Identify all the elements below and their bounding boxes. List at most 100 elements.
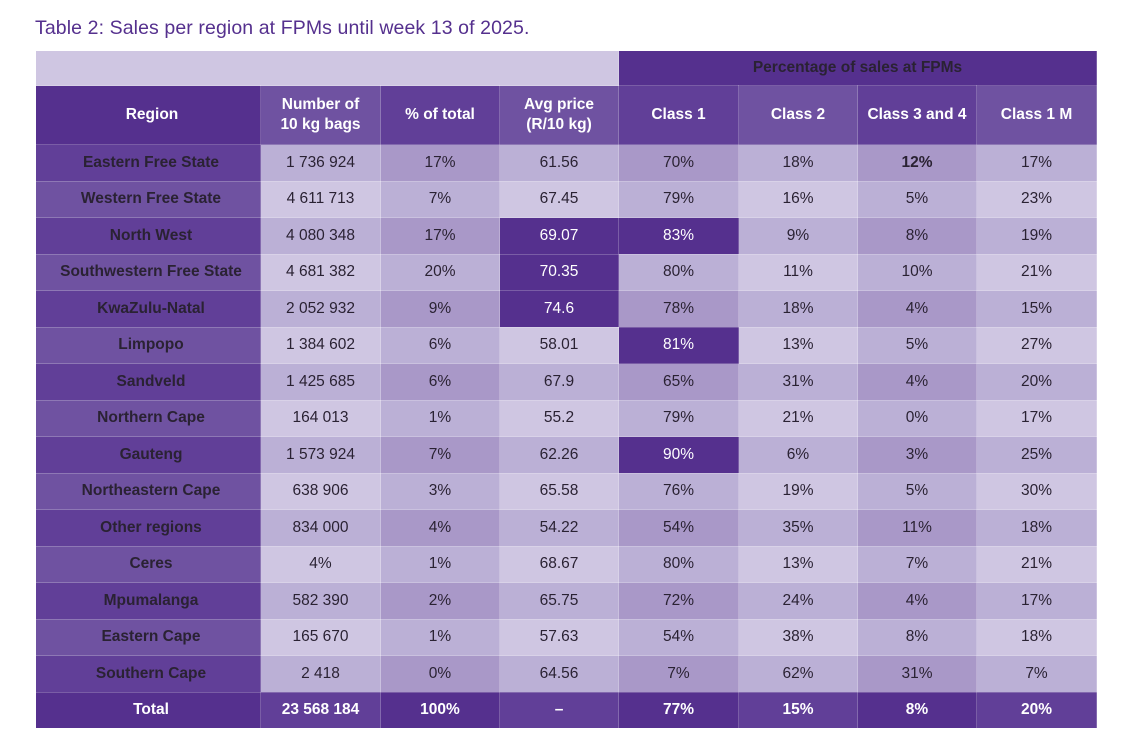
cell-class2: 13%: [738, 545, 858, 583]
percentage-group-header: Percentage of sales at FPMs: [617, 50, 1098, 86]
cell-bags: 4%: [260, 545, 381, 583]
cell-bags: 582 390: [260, 582, 381, 620]
cell-class1m: 25%: [975, 436, 1098, 474]
cell-class34: 4%: [857, 582, 977, 620]
cell-region: Southern Cape: [35, 655, 261, 693]
cell-class34: 4%: [857, 363, 977, 401]
cell-avg-price: 65.58: [499, 472, 619, 510]
cell-class1: 83%: [618, 217, 739, 255]
cell-class1m: 21%: [975, 545, 1098, 583]
cell-bags: 1 736 924: [260, 144, 381, 182]
column-header-class2: Class 2: [738, 85, 858, 145]
cell-avg-price: 58.01: [499, 326, 619, 364]
cell-class34: 0%: [857, 399, 977, 437]
cell-avg-price: 67.9: [499, 363, 619, 401]
cell-class1: 54%: [618, 618, 739, 656]
table-row: Sandveld 1 425 685 6% 67.9 65% 31% 4% 20%: [35, 363, 1098, 401]
column-header-bags: Number of 10 kg bags: [260, 85, 381, 145]
table-row: Gauteng 1 573 924 7% 62.26 90% 6% 3% 25%: [35, 436, 1098, 474]
cell-class2: 11%: [738, 253, 858, 291]
cell-region: Gauteng: [35, 436, 261, 474]
total-class2: 15%: [738, 691, 858, 729]
cell-avg-price: 62.26: [499, 436, 619, 474]
total-class1: 77%: [618, 691, 739, 729]
cell-bags: 2 052 932: [260, 290, 381, 328]
cell-class1: 79%: [618, 180, 739, 218]
blank-header-cell: [35, 50, 619, 86]
cell-class2: 18%: [738, 144, 858, 182]
cell-region: Mpumalanga: [35, 582, 261, 620]
cell-class2: 35%: [738, 509, 858, 547]
table-row: Limpopo 1 384 602 6% 58.01 81% 13% 5% 27%: [35, 326, 1098, 364]
cell-pct-total: 3%: [380, 472, 500, 510]
cell-class1: 80%: [618, 545, 739, 583]
cell-avg-price: 69.07: [499, 217, 619, 255]
cell-region: Total: [35, 691, 261, 729]
cell-class1: 72%: [618, 582, 739, 620]
cell-pct-total: 7%: [380, 436, 500, 474]
cell-class2: 38%: [738, 618, 858, 656]
cell-class1m: 30%: [975, 472, 1098, 510]
cell-class1: 79%: [618, 399, 739, 437]
cell-class34: 31%: [857, 655, 977, 693]
cell-region: North West: [35, 217, 261, 255]
cell-pct-total: 1%: [380, 545, 500, 583]
column-header-row: Region Number of 10 kg bags % of total A…: [35, 85, 1098, 145]
table-title: Table 2: Sales per region at FPMs until …: [35, 17, 530, 39]
group-header-row: Percentage of sales at FPMs: [35, 50, 1098, 86]
column-header-class1: Class 1: [618, 85, 739, 145]
cell-class1m: 18%: [975, 509, 1098, 547]
cell-class1: 54%: [618, 509, 739, 547]
cell-class1: 65%: [618, 363, 739, 401]
column-header-pct-total: % of total: [380, 85, 500, 145]
cell-class34: 10%: [857, 253, 977, 291]
cell-pct-total: 1%: [380, 618, 500, 656]
cell-avg-price: 67.45: [499, 180, 619, 218]
column-header-avg-line2: (R/10 kg): [526, 116, 592, 133]
cell-class1: 80%: [618, 253, 739, 291]
column-header-bags-line2: 10 kg bags: [280, 116, 361, 133]
cell-region: Other regions: [35, 509, 261, 547]
cell-class34: 8%: [857, 618, 977, 656]
cell-class1m: 17%: [975, 144, 1098, 182]
cell-bags: 834 000: [260, 509, 381, 547]
cell-class34: 12%: [857, 144, 977, 182]
cell-class34: 11%: [857, 509, 977, 547]
cell-class1m: 23%: [975, 180, 1098, 218]
table-row: Other regions 834 000 4% 54.22 54% 35% 11% 18%: [35, 509, 1098, 547]
column-header-class34: Class 3 and 4: [857, 85, 977, 145]
cell-avg-price: 74.6: [499, 290, 619, 328]
cell-bags: 1 573 924: [260, 436, 381, 474]
cell-pct-total: 9%: [380, 290, 500, 328]
cell-region: Northeastern Cape: [35, 472, 261, 510]
sales-per-region-table: Percentage of sales at FPMs Region Numbe…: [35, 50, 1098, 729]
cell-pct-total: 6%: [380, 363, 500, 401]
cell-class1m: 20%: [975, 363, 1098, 401]
cell-class2: 24%: [738, 582, 858, 620]
cell-pct-total: 20%: [380, 253, 500, 291]
total-class34: 8%: [857, 691, 977, 729]
column-header-region: Region: [35, 85, 261, 145]
cell-class1m: 7%: [975, 655, 1098, 693]
cell-class1m: 17%: [975, 582, 1098, 620]
total-row: Total 23 568 184 100% –77% 15% 8% 20%: [35, 691, 1098, 729]
cell-bags: 638 906: [260, 472, 381, 510]
cell-pct-total: 7%: [380, 180, 500, 218]
cell-pct-total: 0%: [380, 655, 500, 693]
cell-avg-price: 65.75: [499, 582, 619, 620]
table-row: Western Free State 4 611 713 7% 67.45 79% 16%…: [35, 180, 1098, 218]
cell-class2: 19%: [738, 472, 858, 510]
column-header-class1m: Class 1 M: [975, 85, 1098, 145]
table-row: Southwestern Free State 4 681 382 20% 70.35…: [35, 253, 1098, 291]
cell-region: Western Free State: [35, 180, 261, 218]
cell-pct-total: 17%: [380, 217, 500, 255]
cell-class34: 8%: [857, 217, 977, 255]
cell-region: Sandveld: [35, 363, 261, 401]
cell-class1m: 19%: [975, 217, 1098, 255]
cell-pct-total: 2%: [380, 582, 500, 620]
cell-class1m: 17%: [975, 399, 1098, 437]
cell-class34: 5%: [857, 326, 977, 364]
table-row: Mpumalanga 582 390 2% 65.75 72% 24% 4% 17%: [35, 582, 1098, 620]
cell-bags: 164 013: [260, 399, 381, 437]
cell-class2: 13%: [738, 326, 858, 364]
